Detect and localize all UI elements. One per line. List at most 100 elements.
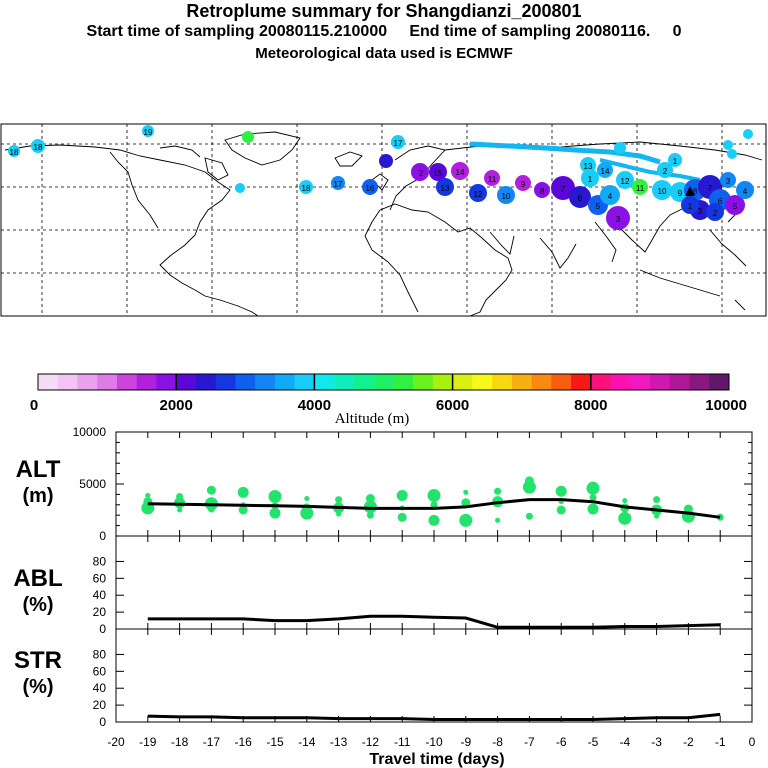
plume-cluster-marker (497, 186, 515, 204)
y-tick-label: 5000 (79, 477, 106, 491)
plume-cluster-marker (720, 172, 736, 188)
plume-cluster-marker (581, 169, 599, 187)
altitude-scatter-point (555, 485, 567, 497)
colorbar-swatch (57, 374, 78, 390)
colorbar-swatch (97, 374, 118, 390)
plume-cluster-label: 18 (34, 143, 43, 152)
x-tick-label: -9 (460, 735, 471, 749)
x-tick-label: -4 (619, 735, 630, 749)
altitude-scatter-point (495, 517, 501, 523)
altitude-scatter-point (363, 500, 377, 514)
alt-panel-title: ALT (16, 456, 61, 483)
colorbar-swatch (334, 374, 355, 390)
altitude-scatter-point (206, 485, 216, 495)
plume-cluster-marker (242, 131, 254, 143)
plume-cluster-label: 1 (688, 202, 693, 211)
plume-cluster-label: 2 (419, 169, 424, 178)
colorbar-swatch (77, 374, 98, 390)
plume-cluster-label: 18 (302, 184, 311, 193)
altitude-scatter-point (174, 497, 186, 509)
abl-panel-unit: (%) (22, 594, 53, 616)
colorbar-swatch (669, 374, 690, 390)
plume-cluster-marker (652, 180, 672, 200)
x-tick-label: -15 (266, 735, 284, 749)
colorbar-tick-label: 6000 (436, 397, 469, 414)
y-tick-label: 20 (93, 698, 107, 712)
altitude-scatter-point (207, 505, 215, 513)
altitude-scatter-point (304, 496, 310, 502)
x-axis-label: Travel time (days) (369, 751, 504, 768)
altitude-scatter-point (653, 496, 661, 504)
colorbar-tick-label: 8000 (574, 397, 607, 414)
chart-title: Retroplume summary for Shangdianzi_20080… (186, 1, 582, 21)
x-tick-label: -12 (362, 735, 380, 749)
plume-cluster-label: 12 (474, 190, 483, 199)
plume-cluster-marker (580, 157, 596, 173)
altitude-scatter-point (494, 487, 502, 495)
colorbar-swatch (689, 374, 710, 390)
x-tick-label: -7 (524, 735, 535, 749)
plume-cluster-marker (725, 195, 745, 215)
colorbar-swatch (413, 374, 434, 390)
plume-cluster-label: 7 (708, 184, 713, 193)
panel-frame (115, 535, 753, 630)
plume-cluster-label: 19 (144, 128, 153, 137)
plume-cluster-label: 7 (561, 185, 566, 194)
colorbar-swatch (709, 374, 730, 390)
colorbar-swatch (215, 374, 236, 390)
plume-band (469, 141, 661, 165)
y-tick-label: 40 (93, 681, 107, 695)
altitude-scatter-point (336, 511, 342, 517)
plume-cluster-marker (727, 149, 737, 159)
plume-cluster-marker (411, 163, 429, 181)
plume-cluster-label: 9 (521, 180, 526, 189)
colorbar-swatch (255, 374, 276, 390)
colorbar-swatch (650, 374, 671, 390)
x-tick-label: -19 (139, 735, 157, 749)
altitude-scatter-point (177, 507, 183, 513)
altitude-scatter-point (366, 511, 374, 519)
colorbar-swatch (373, 374, 394, 390)
colorbar-axis-label: Altitude (m) (335, 411, 410, 427)
altitude-scatter-point (428, 514, 440, 526)
plume-cluster-marker (706, 203, 724, 221)
plume-cluster-marker (657, 162, 673, 178)
plume-cluster-label: 18 (10, 148, 19, 157)
x-tick-label: -18 (171, 735, 189, 749)
plume-band (599, 158, 701, 182)
colorbar-swatch (511, 374, 532, 390)
colorbar-swatch (551, 374, 572, 390)
plume-cluster-label: 1 (588, 175, 593, 184)
panel-frame (115, 628, 753, 723)
colorbar-swatch (472, 374, 493, 390)
plume-cluster-marker (668, 153, 682, 167)
altitude-scatter-point (427, 488, 441, 502)
altitude-scatter-point (396, 489, 408, 501)
plume-cluster-marker (632, 179, 648, 195)
plume-cluster-label: 3 (616, 215, 621, 224)
altitude-scatter-point (300, 506, 314, 520)
met-data-note: Meteorological data used is ECMWF (255, 45, 513, 62)
colorbar-swatch (156, 374, 177, 390)
x-tick-label: -6 (556, 735, 567, 749)
plume-cluster-marker (515, 175, 531, 191)
plume-cluster-marker (614, 142, 626, 154)
plume-cluster-marker (451, 162, 469, 180)
plume-cluster-label: 14 (456, 168, 465, 177)
y-tick-label: 0 (99, 715, 106, 729)
altitude-scatter-point (269, 507, 281, 519)
altitude-scatter-point (654, 513, 660, 519)
x-tick-label: -11 (394, 735, 411, 749)
series-line-alt (147, 498, 721, 519)
world-map (0, 123, 767, 317)
plume-cluster-marker (235, 183, 245, 193)
x-tick-label: -14 (298, 735, 316, 749)
plume-cluster-marker (331, 176, 345, 190)
colorbar-swatch (353, 374, 374, 390)
x-tick-label: -8 (492, 735, 503, 749)
colorbar-swatch (38, 374, 59, 390)
altitude-scatter-point (586, 481, 600, 495)
plume-cluster-marker (743, 129, 753, 139)
plume-cluster-marker (551, 176, 575, 200)
altitude-scatter-point (145, 492, 151, 498)
